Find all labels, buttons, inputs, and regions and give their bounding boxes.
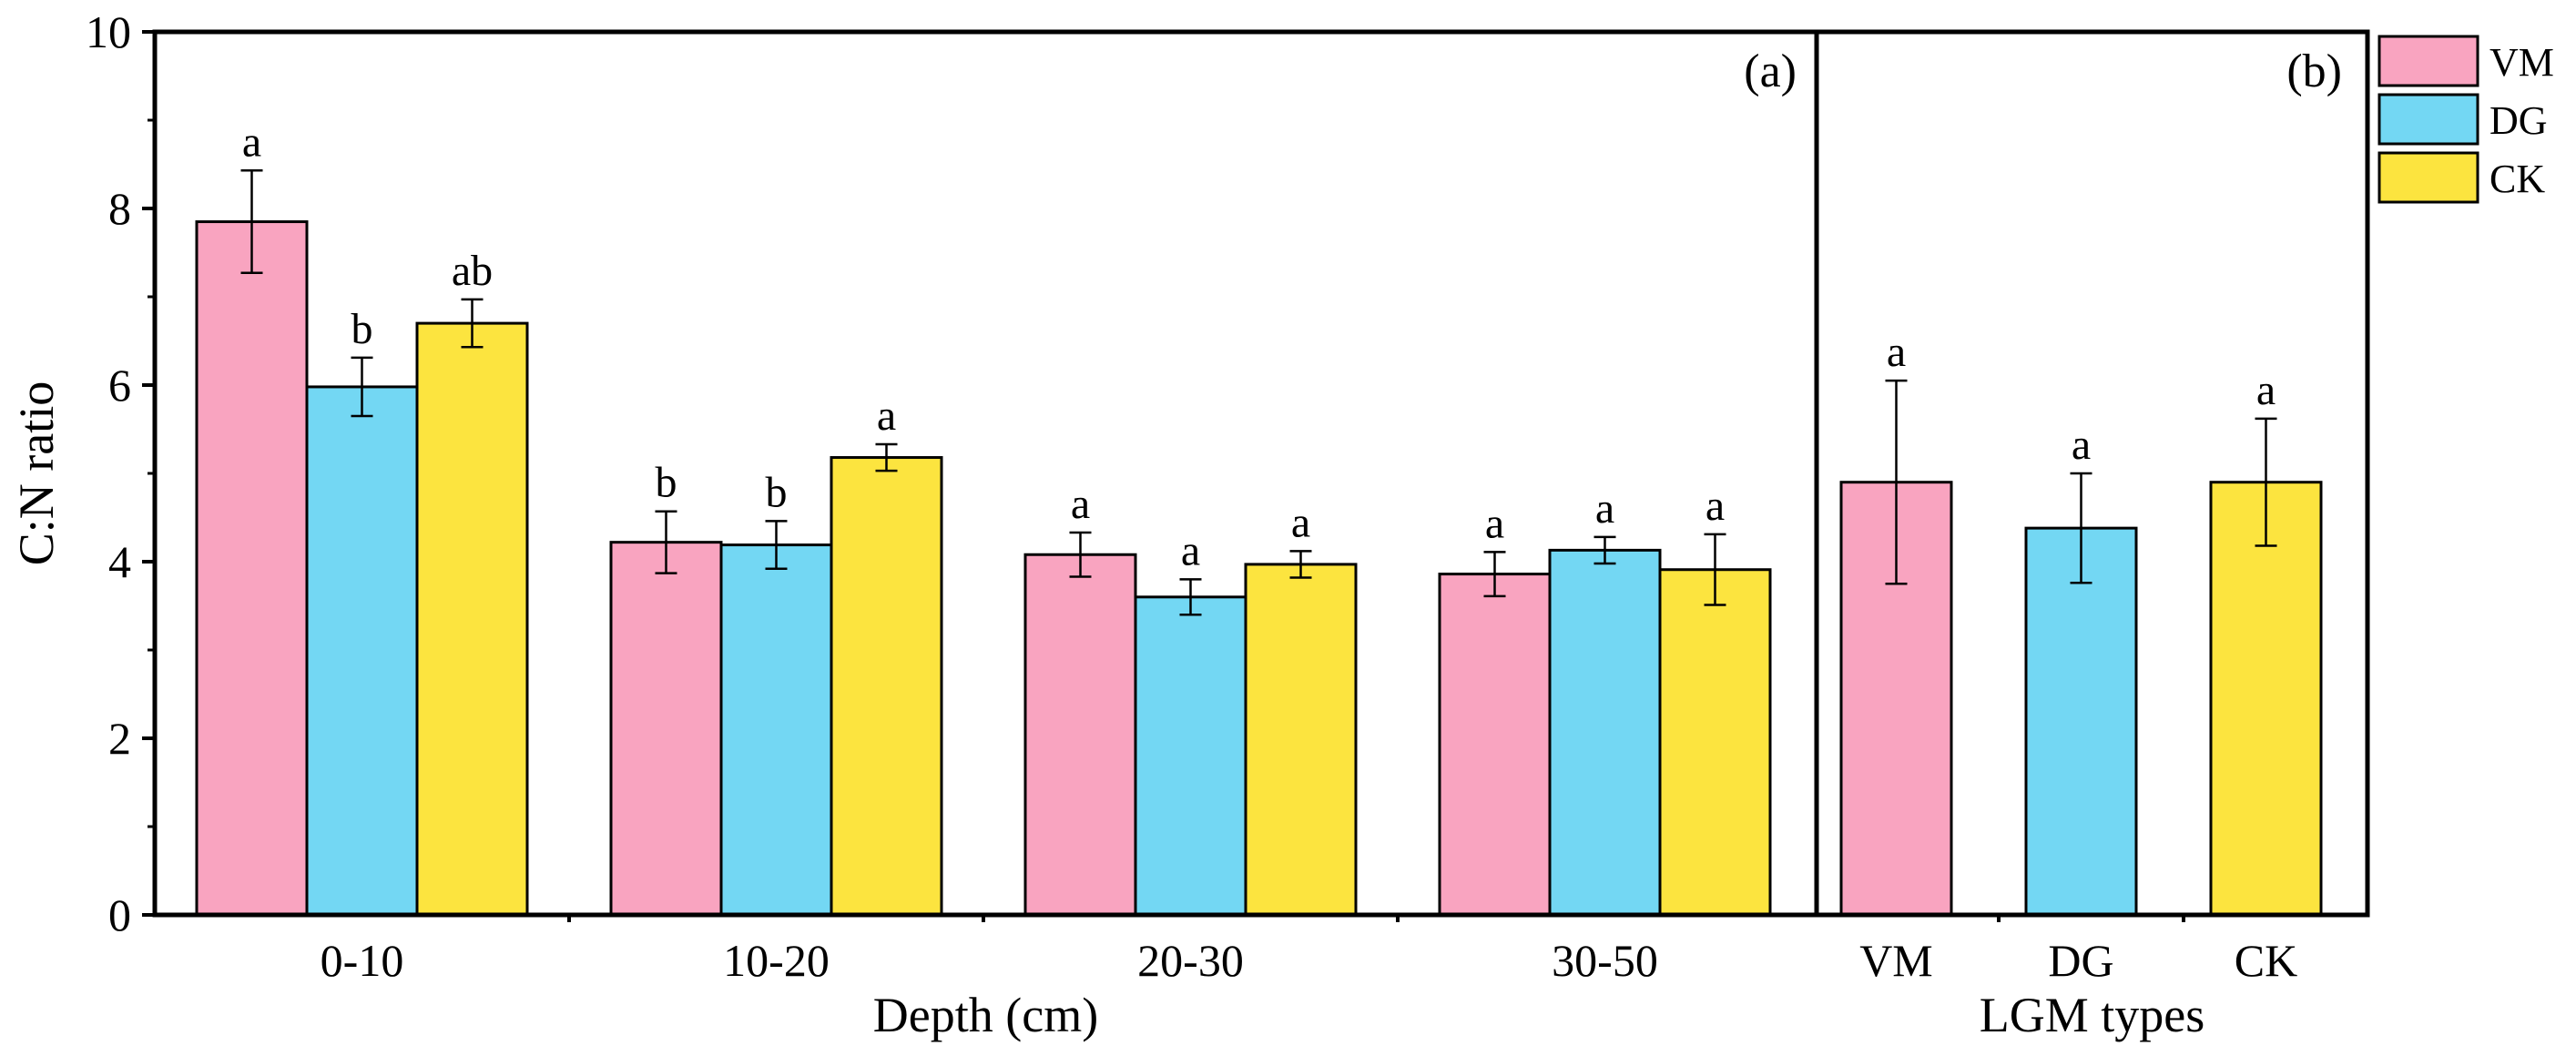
bar-lgm-ck (2209, 481, 2323, 917)
x-axis-title-depth: Depth (cm) (873, 988, 1098, 1042)
y-tick-label: 2 (108, 713, 131, 764)
y-tick-label: 0 (108, 889, 131, 940)
x-tick-label: 30-50 (1552, 935, 1658, 986)
significance-letter: a (1181, 526, 1200, 574)
x-tick-label: 10-20 (723, 935, 830, 986)
bar-ck-30-50 (1658, 568, 1772, 917)
bar-dg-20-30 (1134, 595, 1247, 917)
significance-letter: b (351, 305, 373, 353)
panel-label-a: (a) (1744, 46, 1797, 97)
legend-swatch-vm (2377, 35, 2479, 87)
significance-letter: a (1595, 484, 1614, 533)
x-tick-label: 20-30 (1137, 935, 1244, 986)
legend-label-vm: VM (2489, 40, 2554, 85)
x-tick-label: CK (2235, 935, 2297, 986)
bar-ck-10-20 (830, 456, 943, 917)
significance-letter: a (1071, 480, 1090, 528)
legend-swatch-dg (2377, 93, 2479, 146)
panel-label-b: (b) (2286, 46, 2342, 97)
y-tick-label: 10 (86, 6, 131, 57)
significance-letter: a (2256, 366, 2276, 414)
significance-letter: a (1887, 328, 1906, 376)
bar-dg-10-20 (719, 543, 833, 917)
x-tick-label: 0-10 (321, 935, 404, 986)
significance-letter: b (656, 459, 677, 507)
significance-letter: a (1705, 482, 1725, 530)
significance-letter: a (2072, 421, 2091, 469)
bar-lgm-dg (2024, 526, 2138, 917)
bar-ck-0-10 (415, 321, 529, 917)
y-tick-label: 6 (108, 360, 131, 411)
significance-letter: b (766, 468, 788, 516)
x-axis-title-lgm: LGM types (1980, 988, 2204, 1042)
significance-letter: a (877, 391, 896, 440)
significance-letter: a (1291, 498, 1310, 546)
bar-dg-0-10 (305, 385, 419, 917)
significance-letter: ab (452, 247, 493, 295)
bar-vm-20-30 (1023, 553, 1137, 917)
bar-vm-10-20 (609, 541, 723, 917)
y-tick-label: 8 (108, 183, 131, 234)
y-axis-title: C:N ratio (9, 381, 64, 565)
y-tick-label: 4 (108, 536, 131, 587)
legend-label-ck: CK (2489, 157, 2545, 201)
significance-letter: a (1485, 499, 1504, 547)
legend-swatch-ck (2377, 151, 2479, 204)
significance-letter: a (242, 117, 261, 166)
bar-vm-0-10 (195, 220, 309, 917)
x-tick-label: DG (2048, 935, 2113, 986)
x-tick-label: VM (1859, 935, 1933, 986)
legend-label-dg: DG (2489, 98, 2548, 143)
bar-dg-30-50 (1548, 548, 1662, 917)
bar-vm-30-50 (1438, 573, 1552, 917)
bar-ck-20-30 (1244, 563, 1358, 917)
